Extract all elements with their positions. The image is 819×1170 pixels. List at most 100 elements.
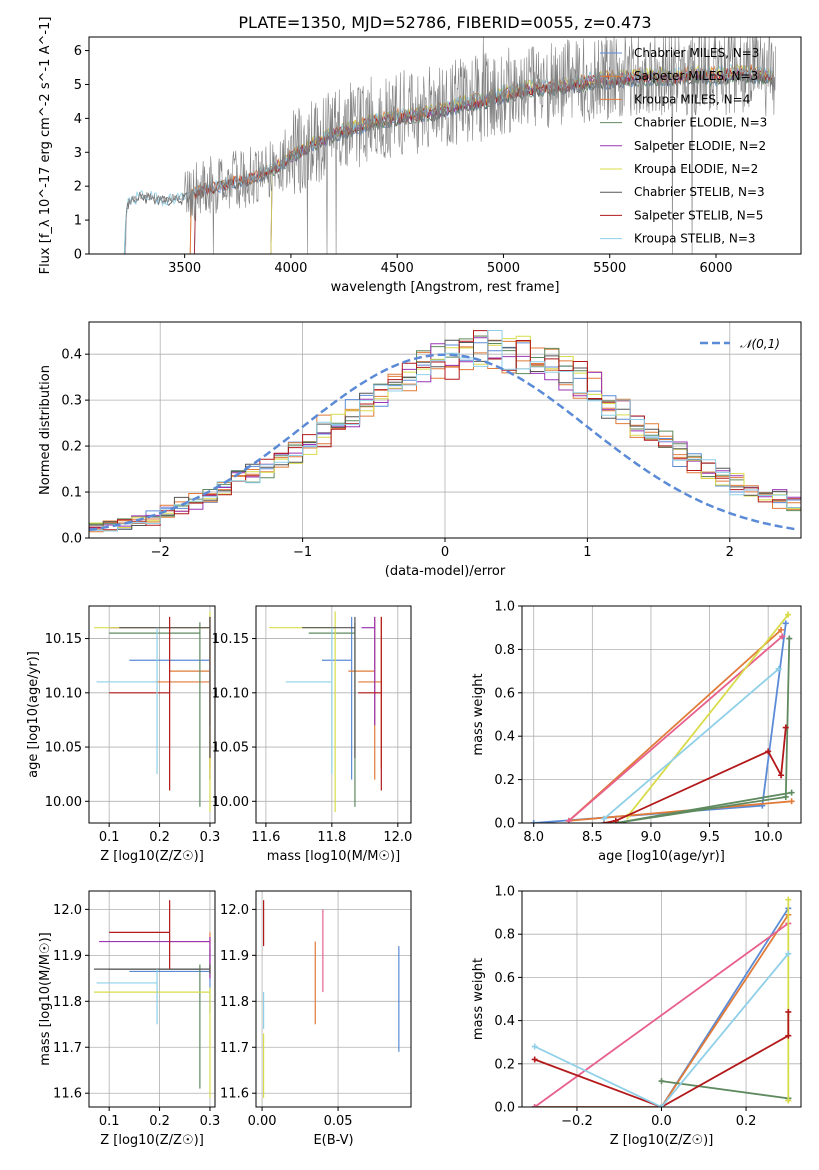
x-axis-label: (data-model)/error (385, 564, 506, 579)
x-tick-label: 12.0 (383, 830, 412, 845)
histogram-step (89, 330, 801, 532)
y-tick-label: 10.10 (45, 686, 82, 701)
x-tick-label: 9.5 (699, 830, 720, 845)
y-tick-label: 0.2 (494, 773, 515, 788)
legend-label: Salpeter ELODIE, N=2 (634, 139, 766, 153)
y-axis-label: mass [log10(M/M☉)] (38, 932, 53, 1065)
histogram-step (89, 330, 801, 531)
weight-line (534, 953, 789, 1107)
y-tick-label: 11.6 (220, 1087, 249, 1102)
plot-frame (88, 36, 802, 255)
y-tick-label: 0.0 (61, 532, 82, 547)
legend-label: Kroupa MILES, N=4 (634, 92, 750, 106)
chart-panel-mass-vs-Z: 0.1 0.2 0.3 11.6 11.7 11.8 11.9 12.0 Z [log10(Z/… (38, 890, 220, 1148)
y-tick-label: 0.4 (494, 1014, 515, 1029)
weight-marker (788, 798, 795, 805)
weight-marker (658, 1104, 665, 1107)
weight-marker (785, 1008, 792, 1015)
weight-marker (531, 1056, 538, 1063)
x-tick-label: 0.2 (149, 1114, 170, 1129)
x-tick-label: 9.0 (641, 830, 662, 845)
x-tick-label: 0.1 (99, 830, 120, 845)
x-axis-label: Z [log10(Z/Z☉)] (100, 1133, 204, 1148)
y-tick-label: 0.6 (494, 971, 515, 986)
x-tick-label: 8.0 (523, 830, 544, 845)
legend-label: Kroupa ELODIE, N=2 (634, 162, 758, 176)
y-tick-label: 0.8 (494, 928, 515, 943)
y-axis-label: mass weight (471, 673, 486, 755)
y-tick-label: 11.9 (220, 949, 249, 964)
chart-title: PLATE=1350, MJD=52786, FIBERID=0055, z=0… (238, 13, 651, 32)
weight-marker (785, 1032, 792, 1039)
y-tick-label: 10.10 (212, 686, 249, 701)
x-tick-label: 0.1 (99, 1114, 120, 1129)
plot-area (123, 37, 776, 254)
legend-label: Kroupa STELIB, N=3 (634, 232, 756, 246)
x-tick-label: 5000 (487, 261, 520, 276)
x-tick-label: 11.6 (251, 830, 280, 845)
chart-panel-mass-vs-EBV: 0.00 0.05 11.6 11.7 11.8 11.9 12.0 E(B-V) (220, 890, 412, 1148)
plot-frame (88, 890, 216, 1108)
legend-label: Salpeter MILES, N=3 (634, 69, 758, 83)
y-tick-label: 11.6 (53, 1087, 82, 1102)
x-tick-label: 11.8 (317, 830, 346, 845)
weight-line (534, 922, 789, 1107)
y-tick-label: 1.0 (494, 600, 515, 615)
y-tick-label: 0.0 (494, 1101, 515, 1116)
plot-frame (88, 321, 802, 539)
weight-marker (658, 1078, 665, 1085)
weight-marker (530, 820, 537, 823)
weight-line (534, 914, 790, 1107)
y-tick-label: 0.4 (494, 730, 515, 745)
weight-marker (786, 635, 793, 642)
y-tick-label: 12.0 (53, 903, 82, 918)
plot-area (269, 611, 382, 813)
y-tick-label: 2 (74, 180, 82, 195)
x-tick-label: −1 (293, 545, 312, 560)
weight-marker (782, 793, 789, 800)
x-tick-label: 0.2 (736, 1114, 757, 1129)
weight-marker (782, 620, 789, 627)
weight-marker (785, 896, 792, 903)
plot-area (89, 330, 801, 533)
x-axis-label: age [log10(age/yr)] (598, 849, 725, 864)
weight-marker (785, 1097, 792, 1104)
plot-area (530, 611, 795, 823)
x-tick-label: 0.05 (324, 1114, 353, 1129)
weight-marker (531, 1043, 538, 1050)
y-tick-label: 11.9 (53, 949, 82, 964)
y-tick-label: 10.05 (45, 741, 82, 756)
y-tick-label: 10.00 (45, 795, 82, 810)
legend-label: Salpeter STELIB, N=5 (634, 208, 763, 222)
observed-spectrum-line (123, 37, 776, 254)
legend-label: 𝒩(0,1) (740, 337, 780, 351)
y-axis-label: Flux [f_λ 10^-17 erg cm^-2 s^-1 A^-1] (38, 17, 53, 275)
x-tick-label: 5500 (593, 261, 626, 276)
weight-marker (775, 665, 782, 672)
y-tick-label: 10.15 (45, 632, 82, 647)
y-tick-label: 11.8 (220, 995, 249, 1010)
weight-marker (782, 724, 789, 731)
x-axis-label: wavelength [Angstrom, rest frame] (331, 280, 560, 295)
y-axis-label: age [log10(age/yr)] (26, 651, 41, 778)
weight-marker (601, 815, 608, 822)
plot-frame (521, 890, 802, 1108)
chart-panel-weight-vs-Z: −0.2 0.0 0.2 0.0 0.2 0.4 0.6 0.8 1.0 Z [log10(Z/Z… (471, 885, 802, 1148)
x-axis-label: Z [log10(Z/Z☉)] (610, 1133, 714, 1148)
plot-frame (88, 605, 216, 824)
x-tick-label: −0.2 (561, 1114, 593, 1129)
chart-panel-age-vs-Z: 0.1 0.2 0.3 10.00 10.05 10.10 10.15 Z [log10(Z/… (26, 605, 220, 864)
y-tick-label: 0.0 (494, 817, 515, 832)
plot-frame (255, 605, 412, 824)
x-axis-label: mass [log10(M/M☉)] (267, 849, 400, 864)
legend-label: Chabrier STELIB, N=3 (634, 185, 765, 199)
y-axis-label: mass weight (471, 958, 486, 1040)
x-axis-label: Z [log10(Z/Z☉)] (100, 849, 204, 864)
y-tick-label: 0.3 (61, 394, 82, 409)
chart-panel-spectrum: 3500 4000 4500 5000 5500 6000 0 1 2 3 4 5 6 wavelengt… (38, 13, 802, 295)
y-tick-label: 4 (74, 112, 82, 127)
weight-line (534, 1012, 790, 1107)
y-tick-label: 0.2 (61, 440, 82, 455)
plot-frame (255, 890, 412, 1108)
